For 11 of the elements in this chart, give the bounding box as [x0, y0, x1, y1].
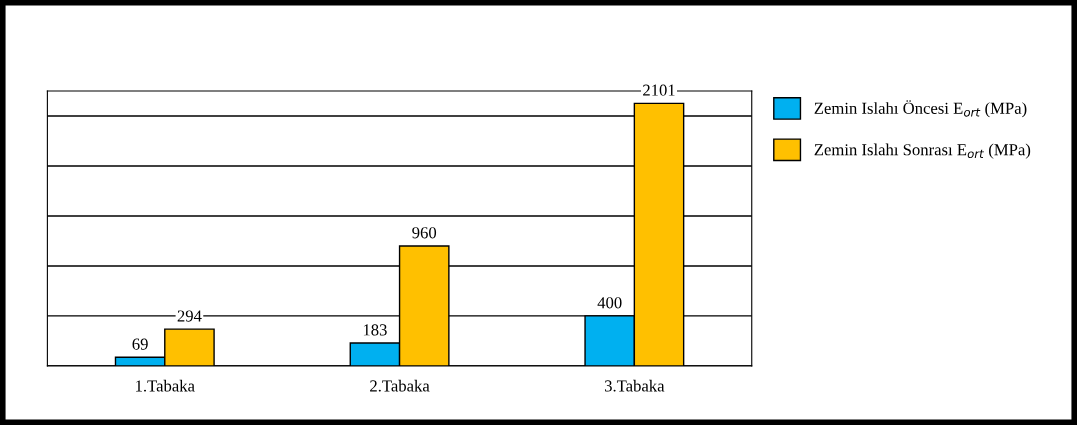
x-tick-label: 2.Tabaka: [370, 379, 430, 392]
data-label: 69: [132, 338, 148, 350]
data-label: 400: [597, 297, 622, 309]
x-tick-label: 3.Tabaka: [604, 379, 665, 392]
data-label: 2101: [643, 84, 675, 96]
legend-label: Zemin Islahı Öncesi E$_{ort}$ (MPa): [814, 100, 1027, 118]
data-label: 960: [412, 227, 437, 239]
x-tick-label: 1.Tabaka: [136, 379, 195, 392]
data-label: 294: [177, 310, 202, 322]
data-label: 183: [363, 324, 387, 336]
legend-label: Zemin Islahı Sonrası E$_{ort}$ (MPa): [814, 143, 1031, 159]
